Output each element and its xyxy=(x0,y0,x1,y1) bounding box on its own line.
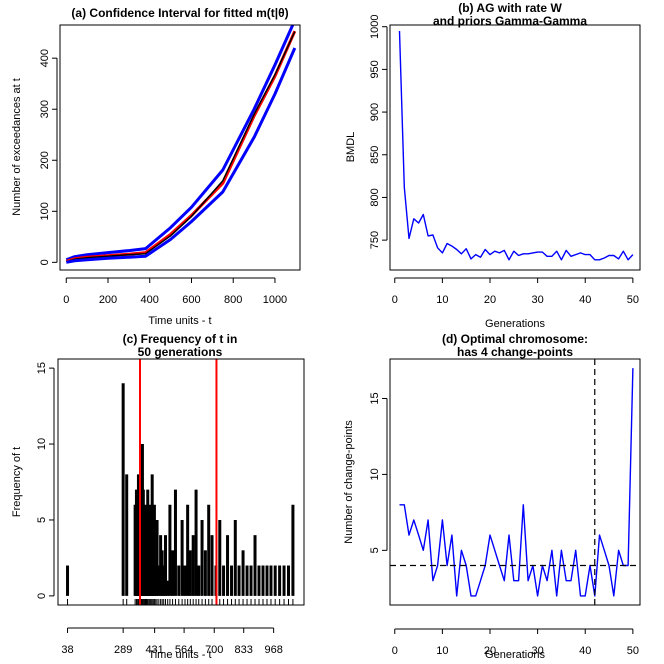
y-tick-label: 950 xyxy=(369,60,381,78)
x-tick-label: 0 xyxy=(63,294,69,306)
panel-c-frequency: (c) Frequency of t in 50 generations 0 5 1… xyxy=(11,332,305,661)
panel-a-xlabel: Time units - t xyxy=(148,315,211,327)
series-empirical-line xyxy=(66,31,296,263)
y-tick-label: 800 xyxy=(369,188,381,206)
x-tick-label: 800 xyxy=(224,294,242,306)
y-tick-label: 900 xyxy=(369,103,381,121)
x-tick-label: 40 xyxy=(579,294,591,306)
x-tick-label: 10 xyxy=(436,294,448,306)
x-tick-label: 200 xyxy=(99,294,117,306)
y-tick-label: 1000 xyxy=(369,14,381,38)
series-lower-line xyxy=(66,47,297,264)
panel-b-bmdl: (b) AG with rate W and priors Gamma-Gamm… xyxy=(345,1,641,330)
y-tick-label: 15 xyxy=(369,392,381,404)
y-tick-label: 100 xyxy=(39,202,51,220)
y-tick-label: 750 xyxy=(369,231,381,249)
y-tick-label: 10 xyxy=(369,468,381,480)
x-tick-label: 400 xyxy=(141,294,159,306)
x-tick-label: 38 xyxy=(61,644,73,656)
y-tick-label: 0 xyxy=(36,593,48,599)
panel-b-xlabel: Generations xyxy=(485,318,545,330)
y-tick-label: 5 xyxy=(369,547,381,553)
y-tick-label: 200 xyxy=(39,151,51,169)
x-tick-label: 30 xyxy=(531,645,543,657)
series-BMDL-line xyxy=(398,30,634,261)
x-tick-label: 30 xyxy=(531,294,543,306)
x-tick-label: 20 xyxy=(484,294,496,306)
x-tick-label: 0 xyxy=(392,294,398,306)
x-tick-label: 700 xyxy=(205,644,223,656)
x-tick-label: 0 xyxy=(392,645,398,657)
x-tick-label: 1000 xyxy=(263,294,287,306)
panel-c-xlabel: Time units - t xyxy=(148,649,211,661)
panel-d-plot: 5 10 15 0 10 20 30 40 50 xyxy=(369,359,640,657)
x-tick-label: 50 xyxy=(627,294,639,306)
panel-b-plot: 750 800 850 900 950 1000 0 10 20 30 40 50 xyxy=(369,14,639,306)
series-change-points-line xyxy=(399,368,634,597)
panel-c-frame xyxy=(57,358,305,606)
x-tick-label: 289 xyxy=(114,644,132,656)
panel-a-confidence-interval: (a) Confidence Interval for fitted m(t|θ… xyxy=(11,6,301,327)
panel-c-marks xyxy=(66,383,295,596)
panel-d-change-points: (d) Optimal chromosome: has 4 change-poi… xyxy=(343,332,641,661)
x-tick-label: 431 xyxy=(145,644,163,656)
panel-d-marks xyxy=(399,368,634,597)
x-tick-label: 50 xyxy=(627,645,639,657)
y-tick-label: 10 xyxy=(36,438,48,450)
series-upper-line xyxy=(65,25,295,262)
y-tick-label: 850 xyxy=(369,146,381,164)
panel-b-frame xyxy=(389,24,641,271)
panel-c-subtitle: 50 generations xyxy=(138,345,223,359)
x-tick-label: 600 xyxy=(182,294,200,306)
panel-d-frame xyxy=(389,358,641,606)
panel-b-subtitle: and priors Gamma-Gamma xyxy=(433,14,587,28)
panel-d-subtitle: has 4 change-points xyxy=(457,345,573,359)
panel-a-title: (a) Confidence Interval for fitted m(t|θ… xyxy=(71,6,288,20)
panel-b-title: (b) AG with rate W xyxy=(458,1,562,15)
panel-a-frame xyxy=(59,24,301,271)
y-tick-label: 5 xyxy=(36,517,48,523)
panel-d-xlabel: Generations xyxy=(485,649,545,661)
panel-b-ylabel: BMDL xyxy=(345,132,357,163)
y-tick-label: 300 xyxy=(39,100,51,118)
panel-d-ylabel: Number of change-points xyxy=(343,420,355,544)
x-tick-label: 968 xyxy=(264,644,282,656)
x-tick-label: 10 xyxy=(436,645,448,657)
x-tick-label: 20 xyxy=(484,645,496,657)
y-tick-label: 400 xyxy=(39,49,51,67)
panel-a-plot: 0 100 200 300 400 0 200 400 600 800 1000 xyxy=(39,25,297,306)
panel-c-ylabel: Frequency of t xyxy=(11,447,23,517)
y-tick-label: 15 xyxy=(36,362,48,374)
panel-d-title: (d) Optimal chromosome: xyxy=(442,332,588,346)
panel-c-plot: 0 5 10 15 38 289 431 564 700 833 968 xyxy=(36,359,295,656)
x-tick-label: 40 xyxy=(579,645,591,657)
panel-a-ylabel: Number of exceedances at t xyxy=(11,78,23,216)
x-tick-label: 833 xyxy=(235,644,253,656)
x-tick-label: 564 xyxy=(175,644,193,656)
panel-c-title: (c) Frequency of t in xyxy=(123,332,238,346)
panel-b-marks xyxy=(398,30,634,261)
y-tick-label: 0 xyxy=(39,259,51,265)
panel-a-marks xyxy=(65,25,297,264)
